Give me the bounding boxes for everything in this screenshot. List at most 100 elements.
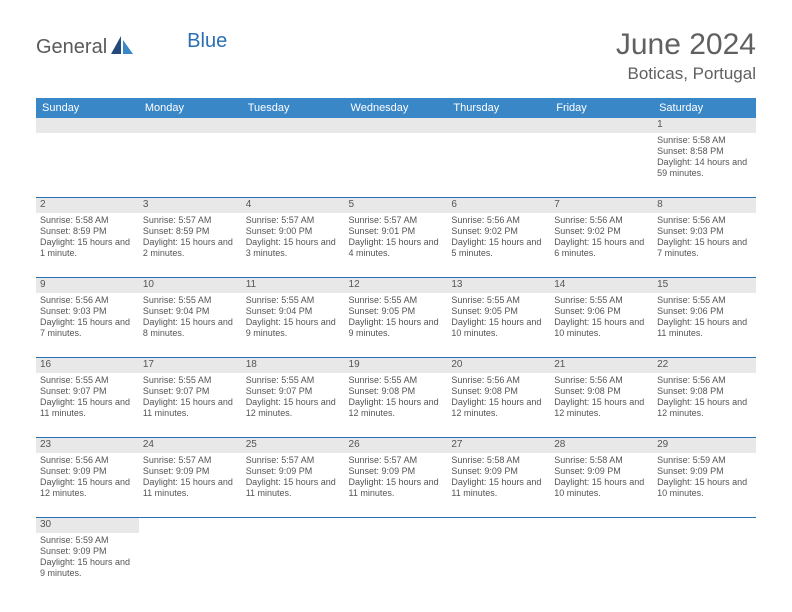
daynum-25: 25 [242,438,345,453]
d5-sr: Sunrise: 5:57 AM [349,215,444,226]
d9-dl: Daylight: 15 hours and 7 minutes. [40,317,135,340]
d17-sr: Sunrise: 5:55 AM [143,375,238,386]
d3-sr: Sunrise: 5:57 AM [143,215,238,226]
daynum-29: 29 [653,438,756,453]
day-30: Sunrise: 5:59 AM Sunset: 9:09 PM Dayligh… [36,533,139,598]
day-22: Sunrise: 5:56 AMSunset: 9:08 PMDaylight:… [653,373,756,438]
d14-ss: Sunset: 9:06 PM [554,306,649,317]
daynum-18: 18 [242,358,345,373]
daynum-10: 10 [139,278,242,293]
d20-sr: Sunrise: 5:56 AM [451,375,546,386]
d28-sr: Sunrise: 5:58 AM [554,455,649,466]
d10-sr: Sunrise: 5:55 AM [143,295,238,306]
d12-dl: Daylight: 15 hours and 9 minutes. [349,317,444,340]
day-28: Sunrise: 5:58 AMSunset: 9:09 PMDaylight:… [550,453,653,518]
d23-sr: Sunrise: 5:56 AM [40,455,135,466]
d25-sr: Sunrise: 5:57 AM [246,455,341,466]
d12-ss: Sunset: 9:05 PM [349,306,444,317]
calendar-table: Sunday Monday Tuesday Wednesday Thursday… [36,98,756,598]
d3-ss: Sunset: 8:59 PM [143,226,238,237]
d6-sr: Sunrise: 5:56 AM [451,215,546,226]
d21-dl: Daylight: 15 hours and 12 minutes. [554,397,649,420]
day-8: Sunrise: 5:56 AMSunset: 9:03 PMDaylight:… [653,213,756,278]
d21-ss: Sunset: 9:08 PM [554,386,649,397]
d14-dl: Daylight: 15 hours and 10 minutes. [554,317,649,340]
d18-dl: Daylight: 15 hours and 12 minutes. [246,397,341,420]
d18-ss: Sunset: 9:07 PM [246,386,341,397]
day-19: Sunrise: 5:55 AMSunset: 9:08 PMDaylight:… [345,373,448,438]
d4-sr: Sunrise: 5:57 AM [246,215,341,226]
daynum-14: 14 [550,278,653,293]
day-12: Sunrise: 5:55 AMSunset: 9:05 PMDaylight:… [345,293,448,358]
d1-sunset: Sunset: 8:58 PM [657,146,752,157]
day-15: Sunrise: 5:55 AMSunset: 9:06 PMDaylight:… [653,293,756,358]
d17-dl: Daylight: 15 hours and 11 minutes. [143,397,238,420]
d14-sr: Sunrise: 5:55 AM [554,295,649,306]
d20-ss: Sunset: 9:08 PM [451,386,546,397]
daynum-5: 5 [345,198,448,213]
d4-dl: Daylight: 15 hours and 3 minutes. [246,237,341,260]
d8-ss: Sunset: 9:03 PM [657,226,752,237]
day-7: Sunrise: 5:56 AMSunset: 9:02 PMDaylight:… [550,213,653,278]
d18-sr: Sunrise: 5:55 AM [246,375,341,386]
d26-sr: Sunrise: 5:57 AM [349,455,444,466]
day-23: Sunrise: 5:56 AMSunset: 9:09 PMDaylight:… [36,453,139,518]
daynum-13: 13 [447,278,550,293]
day-1: Sunrise: 5:58 AM Sunset: 8:58 PM Dayligh… [653,133,756,198]
d1-sunrise: Sunrise: 5:58 AM [657,135,752,146]
d15-dl: Daylight: 15 hours and 11 minutes. [657,317,752,340]
daynum-7: 7 [550,198,653,213]
d10-ss: Sunset: 9:04 PM [143,306,238,317]
week6-blank-data [139,533,756,598]
d29-dl: Daylight: 15 hours and 10 minutes. [657,477,752,500]
d22-sr: Sunrise: 5:56 AM [657,375,752,386]
col-thursday: Thursday [447,98,550,118]
d27-sr: Sunrise: 5:58 AM [451,455,546,466]
day-14: Sunrise: 5:55 AMSunset: 9:06 PMDaylight:… [550,293,653,358]
d5-dl: Daylight: 15 hours and 4 minutes. [349,237,444,260]
col-friday: Friday [550,98,653,118]
daynum-27: 27 [447,438,550,453]
d11-sr: Sunrise: 5:55 AM [246,295,341,306]
week1-data: Sunrise: 5:58 AM Sunset: 8:58 PM Dayligh… [36,133,756,198]
d8-dl: Daylight: 15 hours and 7 minutes. [657,237,752,260]
daynum-15: 15 [653,278,756,293]
d15-ss: Sunset: 9:06 PM [657,306,752,317]
d7-sr: Sunrise: 5:56 AM [554,215,649,226]
d19-dl: Daylight: 15 hours and 12 minutes. [349,397,444,420]
d16-ss: Sunset: 9:07 PM [40,386,135,397]
week3-nums: 9 10 11 12 13 14 15 [36,278,756,293]
week1-blank [36,118,653,133]
daynum-20: 20 [447,358,550,373]
day-10: Sunrise: 5:55 AMSunset: 9:04 PMDaylight:… [139,293,242,358]
col-wednesday: Wednesday [345,98,448,118]
col-saturday: Saturday [653,98,756,118]
d16-sr: Sunrise: 5:55 AM [40,375,135,386]
daynum-4: 4 [242,198,345,213]
d6-dl: Daylight: 15 hours and 5 minutes. [451,237,546,260]
day-16: Sunrise: 5:55 AMSunset: 9:07 PMDaylight:… [36,373,139,438]
col-sunday: Sunday [36,98,139,118]
d27-dl: Daylight: 15 hours and 11 minutes. [451,477,546,500]
daynum-11: 11 [242,278,345,293]
daynum-19: 19 [345,358,448,373]
daynum-22: 22 [653,358,756,373]
day-18: Sunrise: 5:55 AMSunset: 9:07 PMDaylight:… [242,373,345,438]
day-21: Sunrise: 5:56 AMSunset: 9:08 PMDaylight:… [550,373,653,438]
d29-sr: Sunrise: 5:59 AM [657,455,752,466]
d1-daylight: Daylight: 14 hours and 59 minutes. [657,157,752,180]
d30-dl: Daylight: 15 hours and 9 minutes. [40,557,135,580]
day-25: Sunrise: 5:57 AMSunset: 9:09 PMDaylight:… [242,453,345,518]
d9-sr: Sunrise: 5:56 AM [40,295,135,306]
day-5: Sunrise: 5:57 AMSunset: 9:01 PMDaylight:… [345,213,448,278]
daynum-6: 6 [447,198,550,213]
d24-sr: Sunrise: 5:57 AM [143,455,238,466]
day-20: Sunrise: 5:56 AMSunset: 9:08 PMDaylight:… [447,373,550,438]
daynum-16: 16 [36,358,139,373]
day-26: Sunrise: 5:57 AMSunset: 9:09 PMDaylight:… [345,453,448,518]
week6-data: Sunrise: 5:59 AM Sunset: 9:09 PM Dayligh… [36,533,756,598]
d9-ss: Sunset: 9:03 PM [40,306,135,317]
d7-dl: Daylight: 15 hours and 6 minutes. [554,237,649,260]
day-9: Sunrise: 5:56 AMSunset: 9:03 PMDaylight:… [36,293,139,358]
d21-sr: Sunrise: 5:56 AM [554,375,649,386]
